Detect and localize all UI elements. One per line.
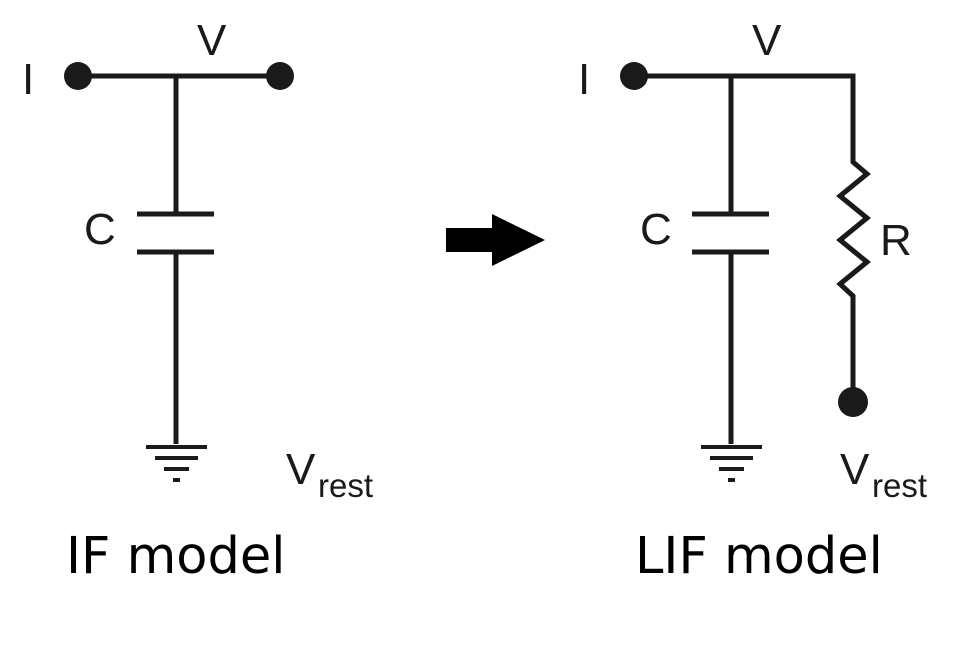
if-vrest-label: V rest <box>286 445 373 504</box>
lif-rest-terminal <box>838 387 868 417</box>
ground-icon <box>146 445 207 482</box>
lif-capacitor <box>692 211 769 255</box>
lif-input-terminal <box>620 62 648 90</box>
lif-circuit: I V C R V rest <box>578 16 927 504</box>
if-voltage-label: V <box>197 16 227 65</box>
lif-vrest-subscript: rest <box>872 467 927 504</box>
if-input-terminal <box>64 62 92 90</box>
lif-resistor-label: R <box>880 216 912 265</box>
if-model-caption: IF model <box>66 527 286 586</box>
lif-resistor <box>836 155 871 303</box>
right-arrow-icon <box>446 214 545 266</box>
lif-capacitor-label: C <box>640 205 672 254</box>
if-capacitor-label: C <box>84 205 116 254</box>
lif-top-wire <box>634 73 856 155</box>
ground-icon <box>701 445 762 482</box>
if-circuit: I V C V rest <box>22 16 373 504</box>
if-capacitor <box>137 211 214 255</box>
lif-model-caption: LIF model <box>635 527 883 586</box>
if-vrest-subscript: rest <box>318 467 373 504</box>
lif-current-label: I <box>578 55 590 104</box>
if-current-label: I <box>22 55 34 104</box>
if-output-terminal <box>266 62 294 90</box>
lif-vrest-main: V <box>840 445 870 494</box>
if-vrest-main: V <box>286 445 316 494</box>
lif-voltage-label: V <box>752 16 782 65</box>
lif-vrest-label: V rest <box>840 445 927 504</box>
